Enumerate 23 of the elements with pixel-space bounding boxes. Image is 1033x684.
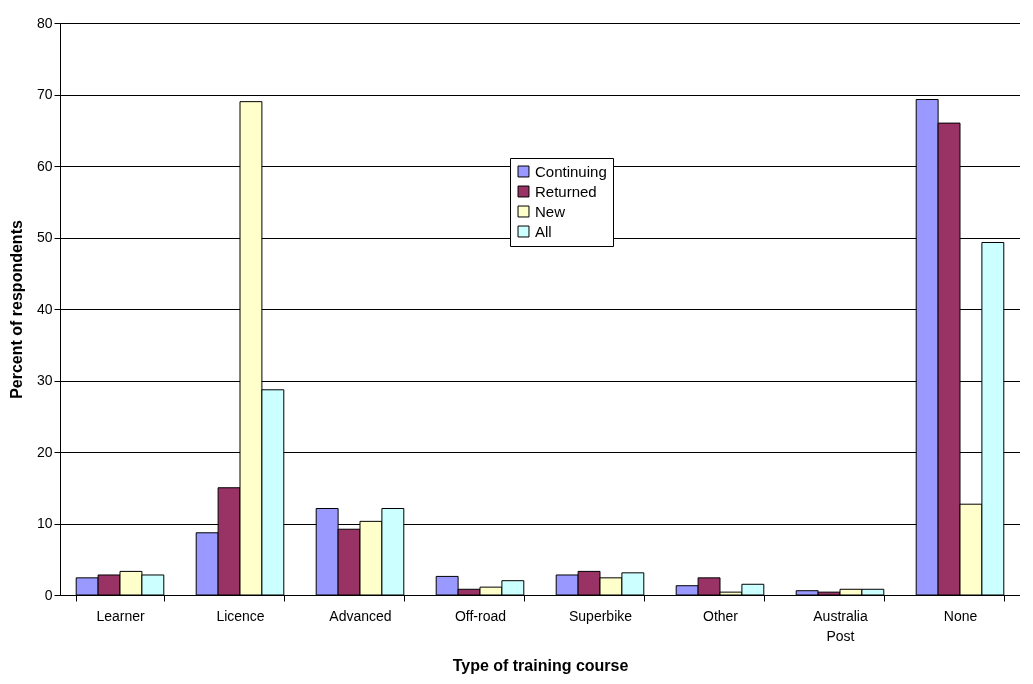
x-tick-label: Learner: [96, 607, 145, 624]
x-tick-label: Other: [702, 607, 739, 624]
y-axis-title: Percent of respondents: [7, 220, 25, 399]
x-tick-label: Licence: [216, 607, 265, 624]
legend-label: Continuing: [535, 162, 607, 180]
legend-label: Returned: [535, 182, 597, 200]
y-tick-label: 20: [36, 443, 53, 460]
x-tick-label: Superbike: [568, 607, 633, 624]
x-tick-label: Advanced: [329, 607, 392, 624]
y-tick-label: 50: [36, 229, 53, 245]
y-tick-label: 0: [44, 586, 53, 603]
x-tick-label: None: [943, 607, 978, 624]
y-tick-label: 60: [36, 157, 53, 174]
x-axis-title: Type of training course: [452, 656, 629, 674]
legend-label: All: [535, 222, 552, 240]
y-tick-label: 70: [36, 86, 53, 102]
x-tick-label: Australia Post: [813, 607, 868, 644]
x-tick-label: Off-road: [454, 607, 507, 624]
y-tick-label: 10: [36, 515, 53, 531]
y-tick-label: 40: [36, 300, 53, 317]
y-tick-label: 30: [36, 372, 53, 388]
y-tick-label: 80: [36, 14, 53, 31]
legend-label: New: [535, 202, 566, 220]
